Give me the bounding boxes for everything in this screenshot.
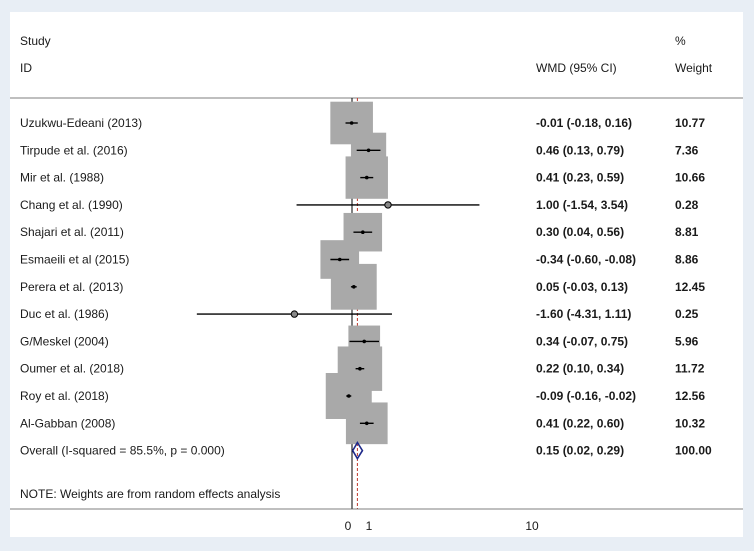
study-row: Mir et al. (1988) 0.41 (0.23, 0.59) 10.66 bbox=[20, 156, 705, 199]
study-name: Al-Gabban (2008) bbox=[20, 416, 115, 430]
ci-value: -0.09 (-0.16, -0.02) bbox=[536, 389, 636, 403]
study-row: Duc et al. (1986) -1.60 (-4.31, 1.11) 0.25 bbox=[20, 307, 699, 321]
overall-weight-value: 100.00 bbox=[675, 444, 712, 458]
point-estimate bbox=[362, 339, 367, 344]
weight-value: 8.86 bbox=[675, 253, 699, 267]
ci-value: 0.46 (0.13, 0.79) bbox=[536, 143, 624, 157]
point-estimate bbox=[290, 310, 299, 318]
weight-value: 11.72 bbox=[675, 362, 705, 376]
ci-value: -0.01 (-0.18, 0.16) bbox=[536, 116, 632, 130]
study-name: G/Meskel (2004) bbox=[20, 334, 109, 348]
x-tick-label: 0 bbox=[345, 519, 352, 533]
header-weight: Weight bbox=[675, 61, 713, 75]
study-name: Oumer et al. (2018) bbox=[20, 362, 124, 376]
header-effect: WMD (95% CI) bbox=[536, 61, 617, 75]
weight-value: 10.32 bbox=[675, 416, 705, 430]
study-name: Perera et al. (2013) bbox=[20, 280, 123, 294]
study-row: Shajari et al. (2011) 0.30 (0.04, 0.56) 8.… bbox=[20, 212, 699, 252]
point-estimate bbox=[358, 366, 362, 371]
study-name: Chang et al. (1990) bbox=[20, 198, 123, 212]
study-name: Tirpude et al. (2016) bbox=[20, 143, 128, 157]
weight-value: 0.25 bbox=[675, 307, 699, 321]
ci-value: 0.30 (0.04, 0.56) bbox=[536, 225, 624, 239]
weight-value: 10.77 bbox=[675, 116, 705, 130]
header-study: Study bbox=[20, 34, 51, 48]
study-row: Tirpude et al. (2016) 0.46 (0.13, 0.79) 7.… bbox=[20, 132, 699, 168]
study-name: Uzukwu-Edeani (2013) bbox=[20, 116, 142, 130]
study-name: Roy et al. (2018) bbox=[20, 389, 109, 403]
point-estimate bbox=[352, 285, 356, 289]
study-row: Perera et al. (2013) 0.05 (-0.03, 0.13) 12… bbox=[20, 263, 705, 310]
ci-value: 0.41 (0.22, 0.60) bbox=[536, 416, 624, 430]
weight-value: 12.45 bbox=[675, 280, 705, 294]
study-name: Esmaeili et al (2015) bbox=[20, 253, 129, 267]
ci-value: 0.34 (-0.07, 0.75) bbox=[536, 334, 628, 348]
weight-value: 8.81 bbox=[675, 225, 699, 239]
x-axis-ticks: 0 1 10 bbox=[345, 519, 539, 533]
point-estimate bbox=[364, 421, 369, 426]
study-row: Chang et al. (1990) 1.00 (-1.54, 3.54) 0.2… bbox=[20, 198, 699, 212]
study-rows: Uzukwu-Edeani (2013) -0.01 (-0.18, 0.16) 1… bbox=[20, 101, 705, 445]
ci-value: 0.41 (0.23, 0.59) bbox=[536, 171, 624, 185]
study-row: Uzukwu-Edeani (2013) -0.01 (-0.18, 0.16) 1… bbox=[20, 101, 705, 145]
overall-diamond bbox=[351, 441, 364, 461]
footnote: NOTE: Weights are from random effects an… bbox=[20, 487, 280, 501]
overall-label: Overall (I-squared = 85.5%, p = 0.000) bbox=[20, 444, 225, 458]
ci-value: -0.34 (-0.60, -0.08) bbox=[536, 253, 636, 267]
point-estimate bbox=[349, 121, 354, 125]
forest-plot-panel: Study ID WMD (95% CI) % Weight Uzukwu-Ed… bbox=[10, 12, 743, 537]
study-name: Shajari et al. (2011) bbox=[20, 225, 124, 239]
ci-value: 1.00 (-1.54, 3.54) bbox=[536, 198, 628, 212]
ci-value: 0.05 (-0.03, 0.13) bbox=[536, 280, 628, 294]
point-estimate bbox=[337, 257, 342, 262]
point-estimate bbox=[361, 230, 365, 234]
weight-value: 0.28 bbox=[675, 198, 699, 212]
weight-value: 10.66 bbox=[675, 171, 705, 185]
study-name: Duc et al. (1986) bbox=[20, 307, 109, 321]
study-row: Al-Gabban (2008) 0.41 (0.22, 0.60) 10.32 bbox=[20, 402, 705, 445]
header-percent: % bbox=[675, 34, 686, 48]
forest-plot: Study ID WMD (95% CI) % Weight Uzukwu-Ed… bbox=[10, 34, 743, 533]
point-estimate bbox=[364, 175, 369, 180]
weight-value: 5.96 bbox=[675, 334, 699, 348]
ci-value: -1.60 (-4.31, 1.11) bbox=[536, 307, 631, 321]
point-estimate bbox=[346, 394, 351, 398]
point-estimate bbox=[384, 201, 392, 209]
ci-value: 0.22 (0.10, 0.34) bbox=[536, 362, 624, 376]
study-name: Mir et al. (1988) bbox=[20, 171, 104, 185]
weight-value: 12.56 bbox=[675, 389, 705, 403]
x-tick-label: 1 bbox=[366, 519, 373, 533]
point-estimate bbox=[366, 148, 371, 153]
overall-row: Overall (I-squared = 85.5%, p = 0.000) 0.… bbox=[20, 441, 712, 461]
overall-ci-value: 0.15 (0.02, 0.29) bbox=[536, 444, 624, 458]
weight-value: 7.36 bbox=[675, 143, 699, 157]
x-tick-label: 10 bbox=[525, 519, 539, 533]
header-id: ID bbox=[20, 61, 32, 75]
